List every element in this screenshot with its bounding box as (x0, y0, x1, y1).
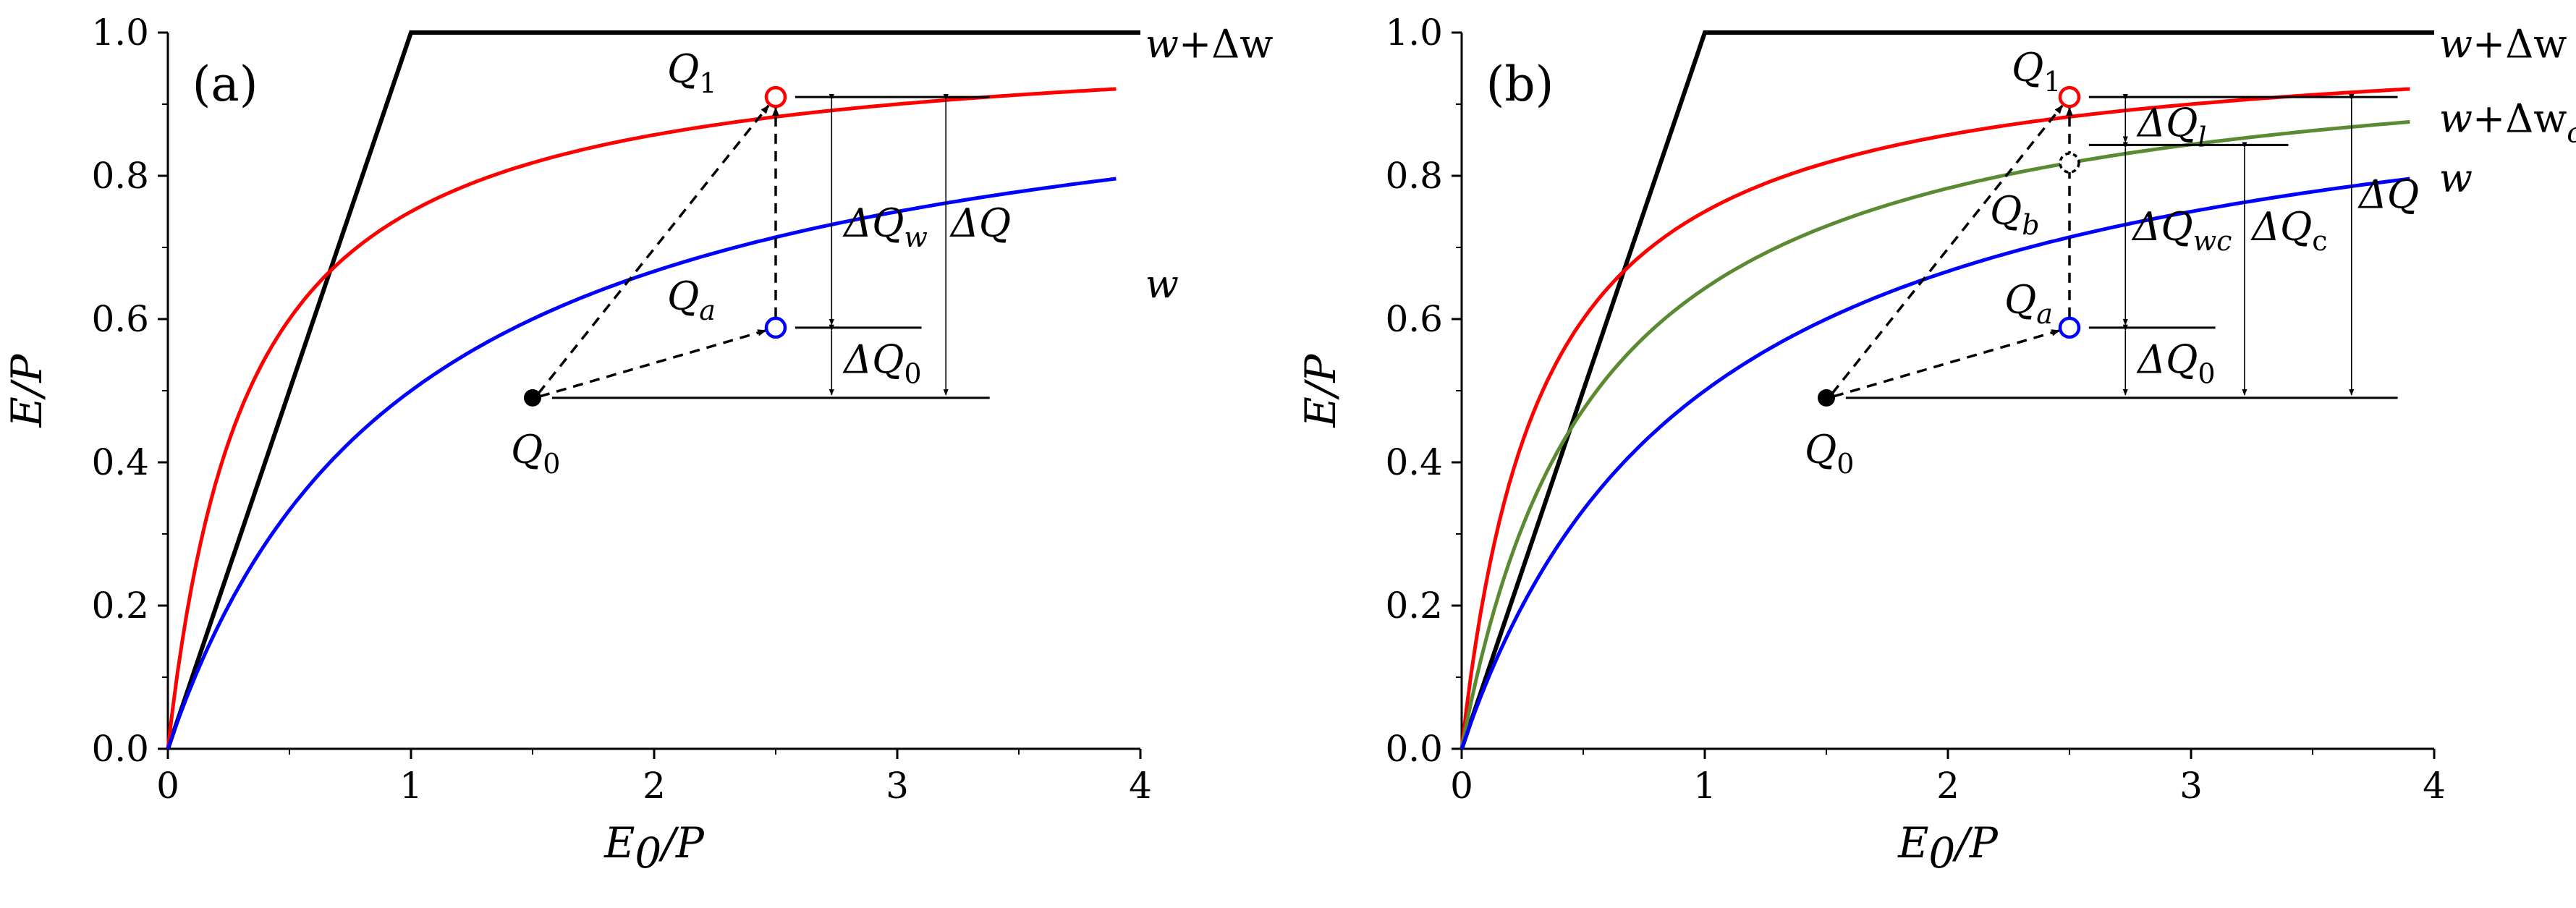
panel-b-label-delta-qwc: ΔQwc (2131, 204, 2232, 257)
panel-b-dashed-arrow-q0-q1 (1831, 105, 2064, 394)
panel-b-point-Q1 (2058, 85, 2081, 109)
panel-b-x-tick-label: 2 (1936, 765, 1959, 807)
panel-b-label-delta-qc: ΔQc (2250, 204, 2328, 257)
panel-a-y-axis-label: E/P (2, 354, 51, 428)
panel-b-y-tick-label: 0.6 (1385, 298, 1443, 340)
panel-b-y-tick-label: 0.4 (1385, 441, 1443, 483)
panel-b-series-label-3: w (2439, 156, 2473, 201)
panel-a-panel-label: (a) (192, 56, 258, 112)
panel-b-y-tick-label: 1.0 (1385, 12, 1443, 54)
panel-a-x-tick-label: 1 (399, 765, 423, 807)
panel-a-point-Qa (764, 316, 787, 339)
panel-a-point-Q1 (764, 85, 787, 109)
panel-a-x-axis-label: E0/P (603, 818, 705, 878)
panel-b-point-label-Qa: Qa (2004, 277, 2053, 330)
panel-a-label-delta-q: ΔQ (949, 200, 1011, 246)
panel-b-series-label-1: w+Δw (2439, 22, 2567, 67)
panel-b-y-tick-label: 0.0 (1385, 728, 1443, 770)
panel-b-point-label-Q1: Q1 (2012, 45, 2061, 98)
panel-a-label-delta-qw: ΔQw (842, 200, 928, 253)
panel-b-series-line-2 (1459, 119, 2410, 750)
panel-b-series-bound-line (1459, 30, 2434, 750)
panel-b-point-Q0 (1818, 389, 1835, 407)
panel-a-point-label-Q0: Q0 (511, 427, 560, 480)
panel-a-x-tick-label: 3 (886, 765, 909, 807)
panel-b-chart: 0 1 2 3 4 0.0 0.2 0.4 0.6 0.8 1.0 E0/P E/P (b) w+Δw w+Δ… (1296, 12, 2576, 878)
panel-b-label-delta-q: ΔQ (2357, 172, 2419, 218)
panel-a-point-label-Qa: Qa (667, 273, 716, 326)
panel-b-y-axis-label: E/P (1296, 354, 1345, 428)
panel-a-y-tick-label: 0.2 (91, 585, 149, 627)
panel-a-chart: 0 1 2 3 4 0.0 0.2 0.4 0.6 0.8 1.0 E0/P E/P (a) w+Δw w ΔQ… (2, 12, 1273, 878)
panel-b-point-label-Qb: Qb (1990, 188, 2040, 241)
panel-b-series-line-1 (1459, 87, 2410, 750)
panel-b-dashed-arrow-q0-qa (1833, 329, 2061, 398)
panel-a-y-tick-label: 0.0 (91, 728, 149, 770)
panel-b-point-Qb (2059, 152, 2080, 174)
panel-b-x-tick-label: 3 (2179, 765, 2203, 807)
panel-a-point-label-Q1: Q1 (667, 46, 716, 99)
panel-b-series-label-2: w+Δwc (2439, 96, 2576, 148)
panel-b-x-tick-label: 4 (2423, 765, 2446, 807)
panel-b-point-Qa (2058, 316, 2081, 339)
panel-b-point-label-Q0: Q0 (1805, 427, 1854, 480)
panel-b-panel-label: (b) (1486, 56, 1554, 112)
panel-a-series-label-2: w (1145, 261, 1179, 307)
panel-a-point-Q0 (524, 389, 541, 407)
panel-a-y-tick-label: 1.0 (91, 12, 149, 54)
panel-a-y-tick-label: 0.4 (91, 441, 149, 483)
panel-b-y-tick-label: 0.2 (1385, 585, 1443, 627)
panel-b-series-line-3 (1459, 177, 2410, 750)
panel-b-y-tick-label: 0.8 (1385, 155, 1443, 197)
panel-a-x-tick-label: 0 (156, 765, 179, 807)
panel-b-label-delta-ql: ΔQl (2136, 101, 2206, 153)
panel-a-series-line-2 (166, 177, 1117, 750)
panel-b-label-delta-q0: ΔQ0 (2136, 336, 2215, 389)
panel-a-dashed-arrow-q0-qa (539, 329, 767, 398)
panel-b-x-axis-label: E0/P (1897, 818, 1999, 878)
panel-a-label-delta-q0: ΔQ0 (842, 336, 921, 389)
panel-a-series-bound-line (166, 30, 1140, 750)
panel-a-y-tick-label: 0.8 (91, 155, 149, 197)
panel-a-y-tick-label: 0.6 (91, 298, 149, 340)
panel-b-x-tick-label: 1 (1693, 765, 1716, 807)
panel-a-series-line-1 (166, 87, 1117, 750)
panel-b-x-tick-label: 0 (1450, 765, 1473, 807)
panel-a-x-tick-label: 2 (643, 765, 666, 807)
panel-a-dashed-arrow-q0-q1 (537, 105, 770, 394)
panel-a-x-tick-label: 4 (1129, 765, 1152, 807)
panel-a-series-label-1: w+Δw (1145, 22, 1274, 67)
